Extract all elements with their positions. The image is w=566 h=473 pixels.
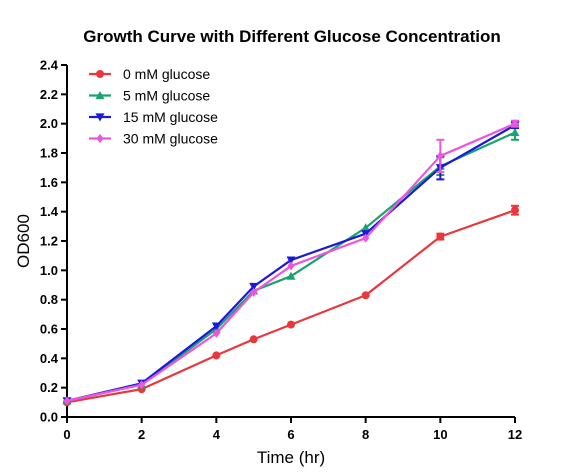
data-point [436, 151, 444, 161]
x-axis-label: Time (hr) [257, 448, 325, 467]
y-tick-label: 2.4 [40, 58, 59, 73]
x-tick-label: 4 [213, 427, 221, 442]
data-point [361, 291, 370, 300]
series-0 [63, 204, 519, 407]
legend-marker [96, 70, 104, 78]
legend-entry: 30 mM glucose [89, 131, 218, 147]
series-line [66, 122, 516, 402]
y-axis-label: OD600 [14, 214, 33, 268]
legend-label: 15 mM glucose [123, 109, 218, 125]
y-tick-label: 0.0 [40, 410, 58, 425]
y-tick-label: 1.4 [40, 204, 59, 219]
series-3 [63, 119, 519, 406]
legend-marker [95, 113, 105, 122]
y-tick-label: 0.2 [40, 380, 58, 395]
x-tick-label: 8 [362, 427, 369, 442]
data-point [63, 396, 71, 406]
y-tick-label: 1.6 [40, 175, 58, 190]
series-layer [62, 119, 520, 407]
data-point [510, 127, 520, 137]
data-point [249, 282, 259, 291]
x-tick-label: 12 [508, 427, 522, 442]
legend-marker [95, 91, 105, 100]
x-tick-label: 0 [63, 427, 70, 442]
data-point [361, 223, 371, 232]
data-point [286, 271, 296, 280]
axes: 0.0 0.2 0.4 0.6 0.8 1.0 1.2 1.4 1.6 1.8 2.0 2.2 2.4 0… [40, 58, 522, 443]
y-tick-label: 2.0 [40, 116, 58, 131]
y-tick-label: 1.0 [40, 263, 58, 278]
x-tick-label: 2 [138, 427, 145, 442]
legend-entry: 5 mM glucose [89, 88, 210, 104]
y-tick-label: 2.2 [40, 87, 58, 102]
series-line [66, 209, 516, 404]
data-point [138, 380, 146, 390]
data-point [286, 256, 296, 265]
data-point [212, 328, 220, 338]
legend: 0 mM glucose 5 mM glucose 15 mM glucose 30 … [89, 66, 218, 147]
x-tick-label: 10 [433, 427, 447, 442]
data-point [511, 206, 519, 215]
legend-entry: 15 mM glucose [89, 109, 218, 125]
y-tick-label: 1.8 [40, 146, 58, 161]
data-point [250, 287, 258, 297]
data-point [211, 322, 221, 331]
y-tick-label: 0.6 [40, 322, 58, 337]
x-tick-label: 6 [287, 427, 294, 442]
legend-marker [96, 134, 104, 143]
series-line [66, 124, 516, 402]
legend-label: 0 mM glucose [123, 66, 210, 82]
legend-label: 5 mM glucose [123, 88, 210, 104]
data-point [511, 119, 519, 129]
chart-title: Growth Curve with Different Glucose Conc… [83, 27, 500, 46]
data-point [362, 233, 370, 243]
y-tick-label: 0.4 [40, 351, 59, 366]
legend-label: 30 mM glucose [123, 131, 218, 147]
y-tick-label: 0.8 [40, 292, 58, 307]
data-point [287, 261, 295, 271]
y-tick-label: 1.2 [40, 234, 58, 249]
data-point [212, 351, 221, 360]
data-point [287, 320, 295, 329]
data-point [436, 232, 445, 241]
legend-entry: 0 mM glucose [89, 66, 210, 82]
data-point [249, 335, 258, 344]
